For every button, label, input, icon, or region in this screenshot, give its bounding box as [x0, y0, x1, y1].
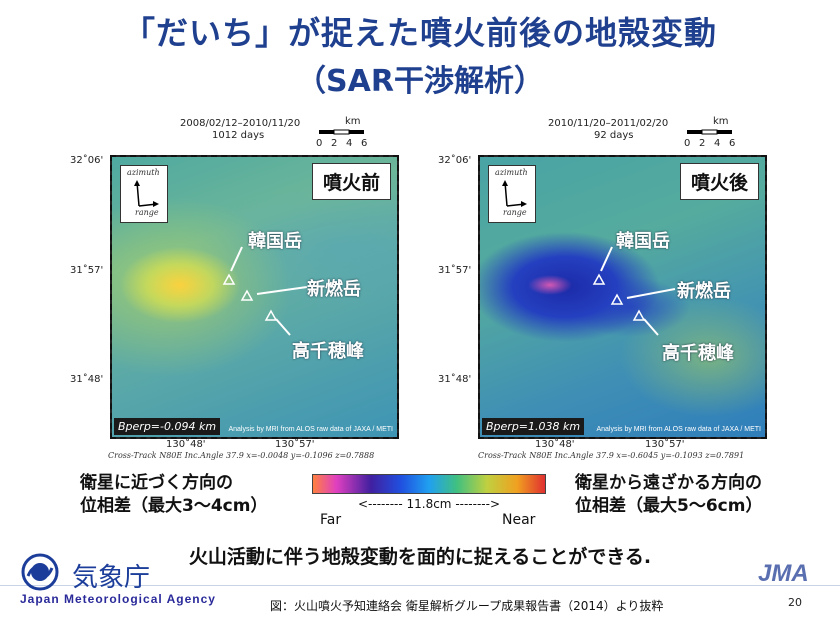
label-takachiho-right: 高千穂峰	[662, 343, 734, 364]
lon-tick: 130˚48'	[535, 439, 575, 450]
track-info-right: Cross-Track N80E Inc.Angle 37.9 x=-0.604…	[478, 451, 745, 460]
legend-left-line1: 衛星に近づく方向の	[80, 473, 233, 493]
legend-right-line2: 位相差（最大5～6cm）	[575, 496, 763, 516]
lat-tick: 31˚57'	[70, 265, 104, 276]
badge-after: 噴火後	[679, 163, 759, 200]
scale-tick: 0	[684, 138, 691, 149]
lat-tick: 31˚48'	[438, 374, 472, 385]
scale-unit: km	[713, 116, 729, 127]
scale-tick: 2	[699, 138, 706, 149]
label-shinmoe-right: 新燃岳	[677, 281, 731, 302]
left-days: 1012 days	[212, 130, 265, 141]
footer-divider	[0, 585, 840, 586]
right-scale-bar: km 0 2 4 6	[683, 116, 753, 150]
colorbar-near: Near	[502, 512, 536, 528]
lat-tick: 31˚48'	[70, 374, 104, 385]
bperp-before: Bperp=-0.094 km	[114, 418, 221, 435]
lon-tick: 130˚57'	[645, 439, 685, 450]
right-dates: 2010/11/20–2011/02/20	[548, 118, 669, 129]
jma-logo-icon	[21, 553, 59, 591]
slide-title: 「だいち」が捉えた噴火前後の地殻変動	[122, 14, 717, 52]
azimuth-range-box: azimuth range	[488, 165, 536, 223]
jma-wordmark: JMA	[758, 560, 809, 587]
scale-tick: 6	[361, 138, 368, 149]
lat-tick: 32˚06'	[438, 155, 472, 166]
bperp-after: Bperp=1.038 km	[482, 418, 585, 435]
lat-tick: 31˚57'	[438, 265, 472, 276]
colorbar-cycle: <-------- 11.8cm -------->	[357, 497, 501, 511]
left-dates: 2008/02/12–2010/11/20	[180, 118, 301, 129]
scale-unit: km	[345, 116, 361, 127]
range-label: range	[503, 208, 527, 217]
org-name-ja: 気象庁	[72, 563, 151, 593]
label-shinmoe-left: 新燃岳	[307, 279, 361, 300]
track-info-left: Cross-Track N80E Inc.Angle 37.9 x=-0.004…	[108, 451, 375, 460]
interferogram-after: azimuth range 噴火後 韓国岳 新燃岳 高千穂峰 Bperp=1.0…	[478, 155, 767, 439]
range-label: range	[135, 208, 159, 217]
label-takachiho-left: 高千穂峰	[292, 341, 364, 362]
legend-right-line1: 衛星から遠ざかる方向の	[575, 473, 762, 493]
scale-bar-graphic	[687, 129, 732, 135]
lon-tick: 130˚48'	[166, 439, 206, 450]
azimuth-label: azimuth	[495, 168, 528, 177]
scale-tick: 6	[729, 138, 736, 149]
label-karakuni-left: 韓国岳	[248, 231, 302, 252]
legend-left-line2: 位相差（最大3～4cm）	[80, 496, 268, 516]
lat-tick: 32˚06'	[70, 155, 104, 166]
page-number: 20	[788, 596, 802, 609]
left-scale-bar: km 0 2 4 6	[315, 116, 385, 150]
badge-before: 噴火前	[311, 163, 391, 200]
colorbar-far: Far	[320, 512, 342, 528]
slide-subtitle: （SAR干渉解析）	[296, 64, 544, 99]
lon-tick: 130˚57'	[275, 439, 315, 450]
figure-source: 図：火山噴火予知連絡会 衛星解析グループ成果報告書（2014）より抜粋	[270, 599, 664, 613]
azimuth-label: azimuth	[127, 168, 160, 177]
legend-right-caption: 衛星から遠ざかる方向の 位相差（最大5～6cm）	[575, 472, 762, 518]
scale-tick: 4	[346, 138, 353, 149]
org-name-en: Japan Meteorological Agency	[20, 592, 216, 606]
scale-tick: 4	[714, 138, 721, 149]
interferogram-before: azimuth range 噴火前 韓国岳 新燃岳 高千穂峰 Bperp=-0.…	[110, 155, 399, 439]
summary-statement: 火山活動に伴う地殻変動を面的に捉えることができる.	[188, 546, 652, 568]
direction-arrows-icon	[502, 180, 527, 207]
scale-tick: 0	[316, 138, 323, 149]
credit-after: Analysis by MRI from ALOS raw data of JA…	[596, 426, 761, 433]
direction-arrows-icon	[134, 180, 159, 207]
scale-tick: 2	[331, 138, 338, 149]
scale-bar-graphic	[319, 129, 364, 135]
volcano-markers	[592, 246, 676, 336]
label-karakuni-right: 韓国岳	[616, 231, 670, 252]
credit-before: Analysis by MRI from ALOS raw data of JA…	[228, 426, 393, 433]
azimuth-range-box: azimuth range	[120, 165, 168, 223]
phase-colorbar	[312, 474, 546, 494]
volcano-markers	[222, 246, 308, 336]
right-days: 92 days	[594, 130, 634, 141]
legend-left-caption: 衛星に近づく方向の 位相差（最大3～4cm）	[80, 472, 267, 518]
